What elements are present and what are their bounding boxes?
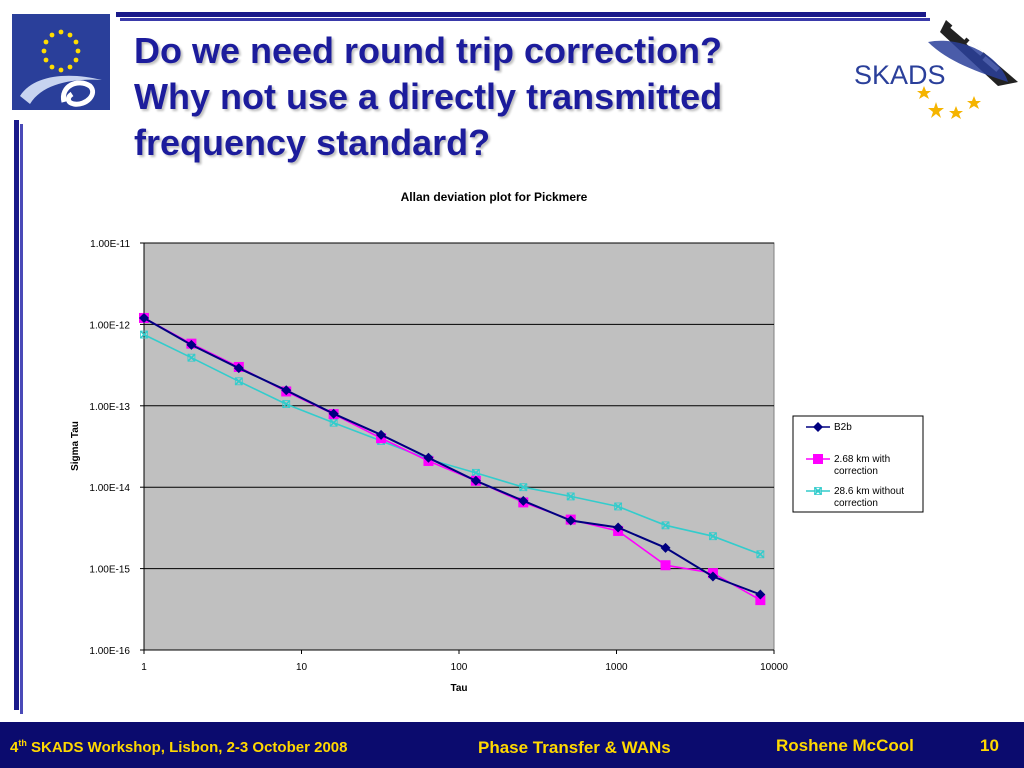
- data-point-s0: [376, 429, 387, 440]
- legend-marker: [813, 486, 823, 496]
- x-tick-label: 10: [296, 662, 308, 673]
- data-point-s2: [187, 353, 196, 362]
- slide-title: Do we need round trip correction? Why no…: [134, 28, 834, 166]
- top-decor-bar: [116, 12, 926, 17]
- x-tick-label: 10000: [760, 662, 788, 673]
- footer-topic: Phase Transfer & WANs: [478, 738, 671, 757]
- data-point-s0: [186, 339, 197, 350]
- plot-area: [143, 242, 775, 651]
- legend-label: B2b: [834, 422, 852, 433]
- x-tick-label: 1: [141, 662, 147, 673]
- series-line-2: [143, 333, 761, 556]
- y-tick-label: 1.00E-12: [89, 320, 130, 331]
- data-point-s0: [139, 312, 149, 323]
- data-point-s2: [234, 377, 243, 386]
- data-point-s2: [614, 502, 623, 511]
- title-line-3: frequency standard?: [134, 122, 491, 163]
- chart-title: Allan deviation plot for Pickmere: [401, 190, 588, 204]
- data-point-s0: [707, 571, 718, 582]
- legend-label: 28.6 km without correction: [834, 486, 904, 509]
- page-number: 10: [980, 736, 999, 755]
- x-tick-label: 1000: [605, 662, 628, 673]
- data-point-s0: [470, 475, 481, 486]
- data-point-s2: [329, 418, 338, 427]
- data-point-s1: [660, 560, 671, 571]
- title-line-2: Why not use a directly transmitted: [134, 76, 723, 117]
- data-point-s2: [282, 400, 291, 409]
- x-axis-label: Tau: [450, 683, 467, 694]
- data-point-s0: [281, 385, 292, 396]
- data-point-s2: [566, 492, 575, 501]
- footer-event-num: 4: [10, 739, 19, 756]
- left-decor-bar-shadow: [20, 124, 23, 714]
- skads-logo: SKADS: [848, 12, 1020, 124]
- footer-event-sup: th: [18, 738, 27, 748]
- data-point-s0: [233, 363, 244, 374]
- eu-fp6-logo: [12, 14, 110, 110]
- data-point-s1: [755, 595, 766, 606]
- data-point-s2: [519, 483, 528, 492]
- data-point-s0: [423, 452, 434, 463]
- left-decor-bar: [14, 120, 19, 710]
- x-tick-label: 100: [451, 662, 468, 673]
- skads-logo-text: SKADS: [854, 60, 946, 90]
- y-axis-label: Sigma Tau: [70, 421, 81, 471]
- footer-event-text: SKADS Workshop, Lisbon, 2-3 October 2008: [26, 739, 348, 756]
- y-tick-label: 1.00E-11: [90, 239, 130, 250]
- footer-bar: 4th SKADS Workshop, Lisbon, 2-3 October …: [0, 722, 1024, 768]
- y-tick-label: 1.00E-14: [89, 483, 130, 494]
- footer-author: Roshene McCool: [776, 736, 914, 755]
- data-point-s2: [661, 521, 670, 530]
- data-point-s2: [756, 550, 765, 559]
- legend-marker: [813, 454, 823, 464]
- legend-label: 2.68 km with correction: [834, 454, 890, 477]
- y-tick-label: 1.00E-16: [89, 646, 130, 657]
- data-point-s2: [139, 330, 149, 339]
- data-point-s0: [660, 542, 671, 553]
- y-tick-label: 1.00E-15: [89, 565, 130, 576]
- allan-deviation-chart: Allan deviation plot for Pickmere 1.00E-1…: [70, 190, 924, 694]
- data-point-s0: [565, 515, 576, 526]
- series-line-0: [143, 317, 761, 596]
- data-point-s0: [328, 408, 339, 419]
- top-decor-bar-shadow: [120, 18, 930, 21]
- data-point-s0: [613, 522, 624, 533]
- legend-marker: [813, 422, 823, 432]
- footer-event: 4th SKADS Workshop, Lisbon, 2-3 October …: [10, 738, 347, 756]
- data-point-s0: [518, 495, 529, 506]
- data-point-s0: [755, 589, 766, 600]
- data-point-s2: [708, 532, 718, 541]
- title-line-1: Do we need round trip correction?: [134, 30, 723, 71]
- y-tick-label: 1.00E-13: [89, 402, 130, 413]
